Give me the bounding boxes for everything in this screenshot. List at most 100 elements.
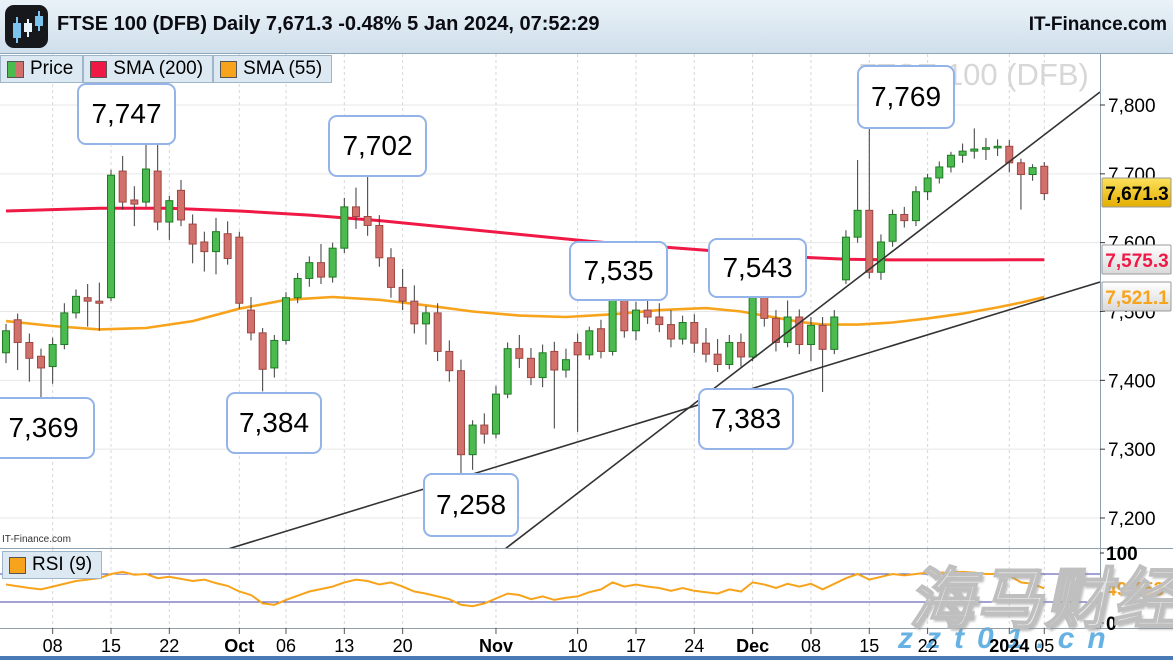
x-axis-label: Nov (479, 636, 513, 656)
candle (141, 141, 150, 207)
candle (923, 173, 932, 200)
legend-price-label: Price (30, 58, 74, 79)
last-price-badge: 7,671.3 (1101, 177, 1172, 208)
candle (981, 138, 990, 161)
app-logo-candlestick-icon[interactable] (5, 5, 48, 48)
candle (13, 313, 22, 371)
candle (95, 282, 104, 331)
candle (561, 348, 570, 378)
rsi-swatch-icon (9, 556, 26, 574)
candle (363, 172, 372, 236)
bottom-accent-bar (0, 656, 1173, 660)
price-callout: 7,702 (328, 115, 427, 177)
time-axis[interactable]: 08 15 22 Oct 06 13 20 Nov 10 17 24 Dec 08 15 22 2024 05 (43, 628, 1055, 656)
legend-sma55-label: SMA (55) (243, 58, 323, 79)
candle (456, 359, 465, 479)
y-axis-label: 7,800 (1108, 96, 1156, 117)
candle (550, 341, 559, 429)
candle (48, 337, 57, 384)
candle (200, 231, 209, 272)
candle (305, 256, 314, 287)
rsi-line (5, 570, 1045, 608)
candle (573, 333, 582, 432)
x-axis-label: 08 (43, 636, 63, 656)
trendline[interactable] (228, 281, 1100, 549)
candle (1040, 162, 1049, 200)
candle (946, 151, 955, 173)
rsi-axis-label: 0 (1106, 614, 1117, 635)
candle (515, 334, 524, 368)
candle (631, 301, 640, 341)
candle (106, 169, 115, 302)
price-callout: 7,258 (423, 473, 519, 537)
sma200-swatch-icon (90, 60, 108, 78)
candle (60, 303, 69, 350)
candle (25, 333, 34, 382)
candle (328, 242, 337, 283)
chart-footer-brand: IT-Finance.com (2, 534, 71, 545)
price-callout: 7,747 (77, 83, 176, 145)
rsi-axis-label: 49.453 (1106, 579, 1164, 600)
candle (293, 272, 302, 304)
candle (993, 139, 1002, 156)
x-axis-label: 2024 (989, 636, 1029, 656)
sma200-value-badge: 7,575.3 (1101, 244, 1172, 275)
candle (678, 315, 687, 345)
candle (281, 292, 290, 345)
x-axis-label: 13 (334, 636, 354, 656)
candle (491, 385, 500, 439)
legend-sma55[interactable]: SMA (55) (213, 55, 333, 83)
legend-rsi[interactable]: RSI (9) (2, 551, 103, 579)
candle (900, 206, 909, 228)
x-axis-label: 08 (801, 636, 821, 656)
price-axis[interactable]: 7,8007,7007,6007,5007,4007,3007,2007,671… (1100, 96, 1172, 635)
candle (36, 348, 45, 402)
price-callout: 7,383 (698, 388, 794, 450)
svg-text:7,521.1: 7,521.1 (1105, 288, 1169, 309)
candle (736, 333, 745, 367)
candle (888, 209, 897, 247)
legend-sma200[interactable]: SMA (200) (83, 55, 214, 83)
site-watermark: zzt01.cn (898, 622, 1119, 655)
candle (596, 319, 605, 359)
x-axis-label: 15 (859, 636, 879, 656)
x-axis-label: 22 (159, 636, 179, 656)
candle (1028, 164, 1037, 181)
candle (258, 328, 267, 392)
candle (911, 186, 920, 227)
candle (211, 217, 220, 275)
svg-text:7,575.3: 7,575.3 (1105, 251, 1168, 272)
legend-rsi-label: RSI (9) (32, 554, 93, 575)
candle (503, 342, 512, 399)
sma55-swatch-icon (220, 60, 238, 78)
candle (83, 283, 92, 327)
candle (865, 126, 874, 279)
brand-name: IT-Finance.com (1028, 14, 1167, 35)
x-axis-label: 10 (568, 636, 588, 656)
candle (480, 413, 489, 444)
x-axis-label: Dec (736, 636, 769, 656)
sma-55-line (5, 295, 1045, 331)
candle (526, 347, 535, 386)
trendline[interactable] (504, 91, 1100, 549)
gridlines (0, 54, 1100, 628)
candle (118, 155, 127, 210)
x-axis-label: 05 (1034, 636, 1054, 656)
title-bar: FTSE 100 (DFB) Daily 7,671.3 -0.48% 5 Ja… (0, 0, 1173, 54)
price-callout: 7,769 (857, 65, 955, 129)
candle (165, 195, 174, 240)
candle (176, 180, 185, 227)
legend-row: Price SMA (200) SMA (55) (0, 55, 333, 83)
cn-watermark: 海马财经 (905, 561, 1173, 637)
y-axis-label: 7,400 (1108, 371, 1156, 392)
chart-title: FTSE 100 (DFB) Daily 7,671.3 -0.48% 5 Ja… (57, 13, 600, 35)
candle (713, 339, 722, 373)
x-axis-label: 06 (276, 636, 296, 656)
candle (351, 187, 360, 229)
legend-price[interactable]: Price (0, 55, 84, 83)
candle (410, 285, 419, 334)
candle (398, 268, 407, 311)
legend-sma200-label: SMA (200) (113, 58, 204, 79)
